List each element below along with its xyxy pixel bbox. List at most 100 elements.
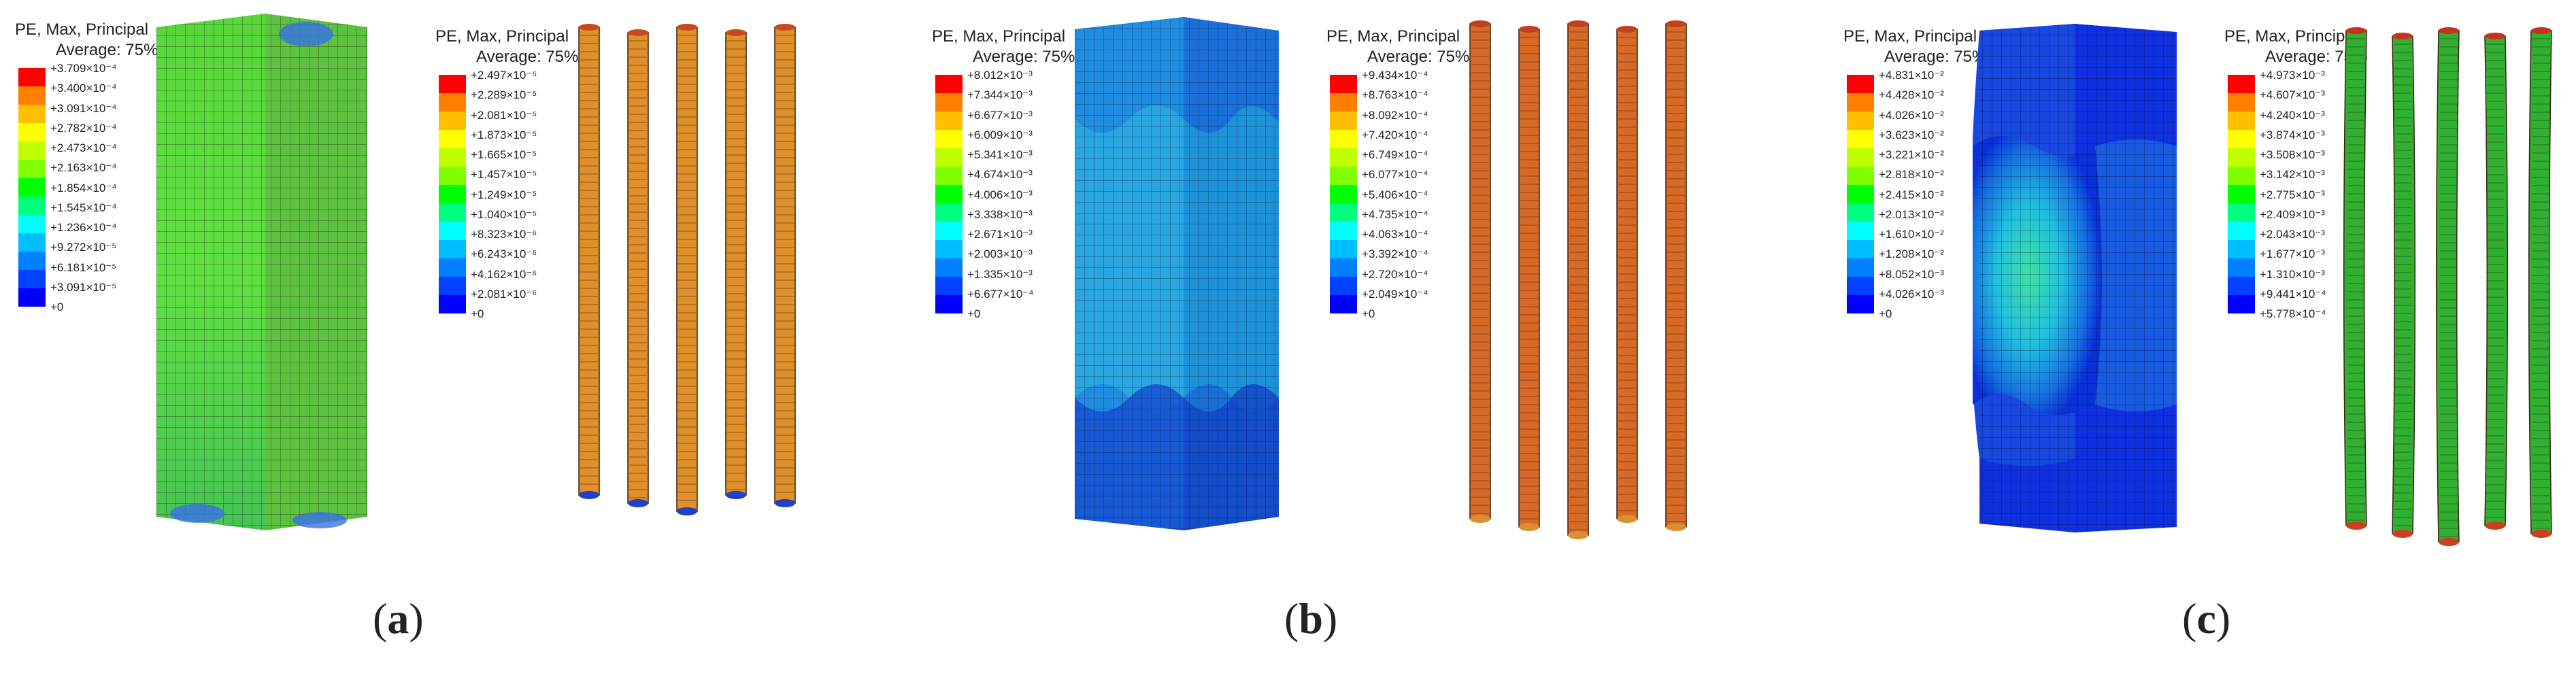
colorbar-tick-label: +3.400×10⁻⁴ <box>50 82 117 95</box>
colorbar-tick-label: +2.081×10⁻⁶ <box>471 287 537 301</box>
rebar <box>2435 27 2460 546</box>
legend-title: PE, Max, Principal <box>15 20 149 39</box>
rebar <box>774 24 796 507</box>
colorbar-tick-label: +9.272×10⁻⁵ <box>50 241 117 254</box>
colorbar-swatch <box>2228 93 2255 112</box>
colorbar-tick-label: +4.026×10⁻³ <box>1879 287 1944 301</box>
colorbar-swatch <box>935 222 963 240</box>
colorbar-swatch <box>18 288 46 307</box>
colorbar-tick-label: +2.671×10⁻³ <box>967 228 1033 241</box>
colorbar-tick-label: +0 <box>471 307 484 320</box>
colorbar-tick-label: +2.163×10⁻⁴ <box>50 161 117 175</box>
colorbar-tick-label: +8.012×10⁻³ <box>967 69 1033 82</box>
panel-c-rebar-cage <box>2343 27 2552 546</box>
colorbar-tick-label: +4.735×10⁻⁴ <box>1362 207 1428 221</box>
colorbar-swatch <box>439 185 466 203</box>
colorbar-swatch <box>2228 148 2255 167</box>
colorbar-swatch <box>1330 75 1357 93</box>
panel-a-rebar-cage <box>578 24 796 515</box>
colorbar-swatch <box>2228 295 2255 313</box>
colorbar-swatch <box>1847 203 1874 222</box>
colorbar-swatch <box>439 258 466 277</box>
colorbar-swatch <box>935 185 963 203</box>
legend-title: PE, Max, Principal <box>2224 27 2358 46</box>
colorbar-swatch <box>439 75 466 93</box>
colorbar-swatch <box>18 270 46 288</box>
colorbar-tick-label: +1.665×10⁻⁵ <box>471 148 537 161</box>
colorbar-swatch <box>439 167 466 185</box>
colorbar <box>1847 75 1874 313</box>
colorbar-swatch <box>439 240 466 258</box>
colorbar-tick-label: +6.749×10⁻⁴ <box>1362 148 1428 161</box>
colorbar-swatch <box>935 167 963 185</box>
colorbar-swatch <box>18 233 46 252</box>
colorbar-swatch <box>18 68 46 86</box>
colorbar-swatch <box>2228 75 2255 93</box>
panel-label-a: (a) <box>373 594 424 643</box>
colorbar-tick-label: +2.049×10⁻⁴ <box>1362 287 1428 301</box>
colorbar-swatch <box>1330 203 1357 222</box>
panel-a-column-legend: PE, Max, Principal Average: 75% +3.709×1… <box>15 20 219 360</box>
colorbar-tick-label: +3.508×10⁻³ <box>2260 148 2325 161</box>
colorbar-tick-label: +6.077×10⁻⁴ <box>1362 168 1428 182</box>
colorbar-swatch <box>18 160 46 178</box>
legend-title: PE, Max, Principal <box>1843 27 1977 46</box>
colorbar-swatch <box>18 178 46 197</box>
panel-c-concrete-column <box>1973 24 2177 532</box>
colorbar-tick-label: +3.142×10⁻³ <box>2260 168 2325 182</box>
colorbar-swatch <box>935 203 963 222</box>
colorbar-swatch <box>18 215 46 233</box>
colorbar-swatch <box>18 123 46 141</box>
panel-b-concrete-column <box>1075 17 1279 530</box>
colorbar-swatch <box>1330 167 1357 185</box>
colorbar-swatch <box>1847 130 1874 148</box>
legend-title: PE, Max, Principal <box>435 27 569 46</box>
colorbar-tick-label: +3.338×10⁻³ <box>967 207 1033 221</box>
colorbar-swatch <box>1847 295 1874 313</box>
colorbar-tick-label: +9.441×10⁻⁴ <box>2260 287 2326 301</box>
rebar <box>2528 27 2552 538</box>
panel-label-b: (b) <box>1284 594 1338 643</box>
colorbar-swatch <box>1330 295 1357 313</box>
colorbar-tick-label: +1.545×10⁻⁴ <box>50 201 117 214</box>
colorbar-swatch <box>1847 240 1874 258</box>
colorbar-tick-label: +6.009×10⁻³ <box>967 128 1033 141</box>
colorbar-tick-label: +1.677×10⁻³ <box>2260 248 2325 261</box>
colorbar-swatch <box>935 130 963 148</box>
colorbar-swatch <box>935 295 963 313</box>
colorbar-tick-label: +3.221×10⁻² <box>1879 148 1944 161</box>
colorbar-swatch <box>1847 148 1874 167</box>
colorbar-tick-label: +0 <box>1362 307 1375 320</box>
colorbar-tick-label: +1.457×10⁻⁵ <box>471 168 537 182</box>
colorbar-tick-label: +8.092×10⁻⁴ <box>1362 108 1428 122</box>
colorbar-swatch <box>2228 167 2255 185</box>
colorbar-tick-label: +1.335×10⁻³ <box>967 267 1033 281</box>
colorbar-tick-label: +6.243×10⁻⁶ <box>471 248 537 261</box>
rebar <box>2484 33 2509 530</box>
colorbar-tick-label: +1.854×10⁻⁴ <box>50 181 117 194</box>
colorbar-swatch <box>1847 167 1874 185</box>
rebar <box>725 29 747 499</box>
legend-title: PE, Max, Principal <box>932 27 1066 46</box>
legend-subtitle: Average: 75% <box>476 48 579 66</box>
colorbar-swatch <box>18 86 46 105</box>
colorbar-swatch <box>439 148 466 167</box>
colorbar <box>2228 75 2255 313</box>
rebar <box>1616 26 1638 523</box>
rebar <box>1567 20 1589 539</box>
colorbar-tick-label: +2.720×10⁻⁴ <box>1362 267 1428 281</box>
colorbar-swatch <box>935 277 963 295</box>
colorbar-swatch <box>1330 258 1357 277</box>
legend-subtitle: Average: 75% <box>1367 48 1470 66</box>
colorbar-swatch <box>439 112 466 130</box>
colorbar-tick-label: +3.091×10⁻⁵ <box>50 280 117 294</box>
colorbar-swatch <box>2228 222 2255 240</box>
colorbar-tick-label: +4.026×10⁻² <box>1879 108 1944 122</box>
colorbar-swatch <box>2228 130 2255 148</box>
colorbar-swatch <box>935 75 963 93</box>
rebar <box>627 29 649 507</box>
colorbar-tick-label: +4.428×10⁻² <box>1879 88 1944 102</box>
colorbar-tick-label: +6.677×10⁻⁴ <box>967 287 1034 301</box>
colorbar-swatch <box>2228 277 2255 295</box>
colorbar-swatch <box>1847 112 1874 130</box>
